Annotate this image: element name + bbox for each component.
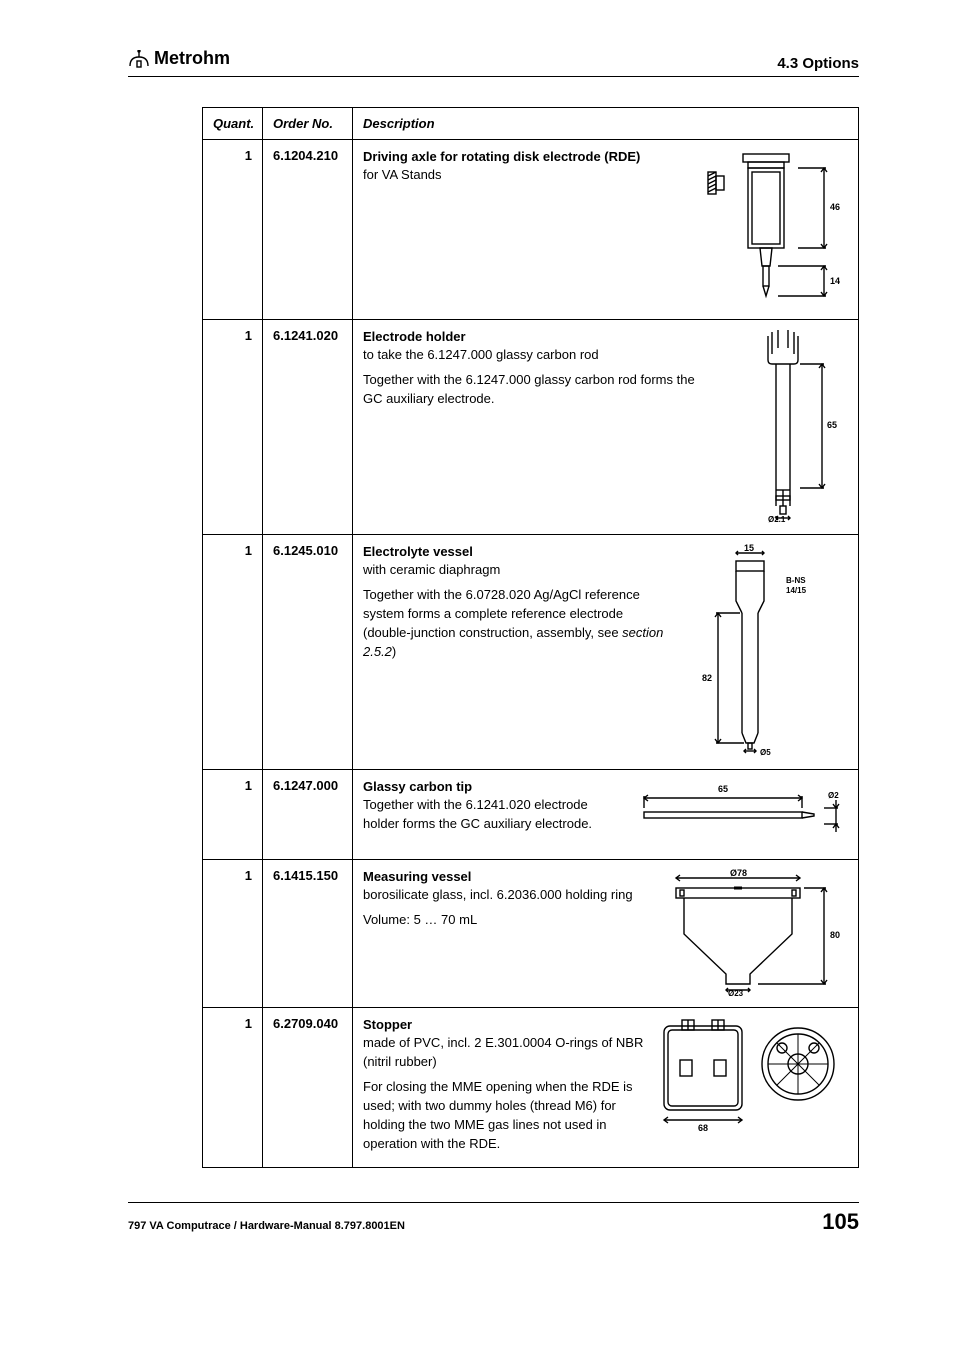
cell-quant: 1 xyxy=(203,534,263,769)
page-header: Metrohm 4.3 Options xyxy=(128,48,859,77)
part-title: Measuring vessel xyxy=(363,869,471,884)
svg-text:68: 68 xyxy=(698,1123,708,1133)
cell-order: 6.2709.040 xyxy=(263,1007,353,1168)
part-diagram-icon: 15 B-NS 14/15 82 Ø5 xyxy=(678,543,848,761)
part-diagram-icon: 68 xyxy=(658,1016,848,1137)
svg-text:Ø78: Ø78 xyxy=(730,868,747,878)
cell-order: 6.1415.150 xyxy=(263,859,353,1007)
cell-order: 6.1241.020 xyxy=(263,319,353,534)
svg-text:82: 82 xyxy=(702,673,712,683)
col-order: Order No. xyxy=(263,107,353,139)
desc-text: Driving axle for rotating disk electrode… xyxy=(363,148,664,192)
cell-desc: Glassy carbon tip Together with the 6.124… xyxy=(353,769,859,859)
table-row: 16.1415.150 Measuring vessel borosilicate … xyxy=(203,859,859,1007)
svg-text:15: 15 xyxy=(744,543,754,553)
svg-text:Ø5: Ø5 xyxy=(760,748,771,757)
cell-quant: 1 xyxy=(203,1007,263,1168)
svg-text:46: 46 xyxy=(830,202,840,212)
parts-table: Quant. Order No. Description 16.1204.210… xyxy=(202,107,859,1169)
svg-text:65: 65 xyxy=(718,784,728,794)
table-row: 16.1247.000 Glassy carbon tip Together wit… xyxy=(203,769,859,859)
cell-quant: 1 xyxy=(203,319,263,534)
cell-quant: 1 xyxy=(203,769,263,859)
part-title: Stopper xyxy=(363,1017,412,1032)
part-diagram-icon: 46 14 xyxy=(678,148,848,311)
part-title: Electrolyte vessel xyxy=(363,544,473,559)
part-body1: Together with the 6.1241.020 electrode h… xyxy=(363,797,592,831)
page-footer: 797 VA Computrace / Hardware-Manual 8.79… xyxy=(128,1202,859,1235)
table-row: 16.1241.020 Electrode holder to take the 6… xyxy=(203,319,859,534)
cell-desc: Measuring vessel borosilicate glass, incl… xyxy=(353,859,859,1007)
svg-text:65: 65 xyxy=(827,420,837,430)
part-body2: Together with the 6.0728.020 Ag/AgCl ref… xyxy=(363,586,664,661)
desc-text: Glassy carbon tip Together with the 6.124… xyxy=(363,778,624,841)
part-body1: with ceramic diaphragm xyxy=(363,562,500,577)
part-diagram-icon: Ø78 80 Ø23 xyxy=(658,868,848,999)
part-title: Driving axle for rotating disk electrode… xyxy=(363,149,640,164)
part-diagram-icon: 65 Ø2 xyxy=(638,778,848,851)
col-quant: Quant. xyxy=(203,107,263,139)
svg-text:Ø2: Ø2 xyxy=(828,791,839,800)
part-diagram-icon: 65 Ø2.1 xyxy=(728,328,848,526)
part-body1: to take the 6.1247.000 glassy carbon rod xyxy=(363,347,599,362)
logo-text: Metrohm xyxy=(154,48,230,69)
cell-order: 6.1204.210 xyxy=(263,139,353,319)
section-title: 4.3 Options xyxy=(777,55,859,72)
desc-text: Electrolyte vessel with ceramic diaphragm… xyxy=(363,543,664,668)
cell-desc: Electrode holder to take the 6.1247.000 g… xyxy=(353,319,859,534)
cell-quant: 1 xyxy=(203,859,263,1007)
svg-text:Ø23: Ø23 xyxy=(728,989,744,996)
cell-desc: Stopper made of PVC, incl. 2 E.301.0004 O… xyxy=(353,1007,859,1168)
svg-text:14/15: 14/15 xyxy=(786,586,807,595)
svg-text:80: 80 xyxy=(830,930,840,940)
footer-doc-id: 797 VA Computrace / Hardware-Manual 8.79… xyxy=(128,1220,405,1232)
table-row: 16.1204.210 Driving axle for rotating dis… xyxy=(203,139,859,319)
cell-quant: 1 xyxy=(203,139,263,319)
part-body2: Together with the 6.1247.000 glassy carb… xyxy=(363,371,714,409)
svg-text:Ø2.1: Ø2.1 xyxy=(768,515,786,523)
logo: Metrohm xyxy=(128,48,230,69)
part-title: Glassy carbon tip xyxy=(363,779,472,794)
svg-text:B-NS: B-NS xyxy=(786,576,806,585)
page-number: 105 xyxy=(822,1209,859,1235)
cell-desc: Driving axle for rotating disk electrode… xyxy=(353,139,859,319)
part-body2: For closing the MME opening when the RDE… xyxy=(363,1078,644,1153)
part-body1: for VA Stands xyxy=(363,167,442,182)
col-desc: Description xyxy=(353,107,859,139)
svg-text:14: 14 xyxy=(830,276,840,286)
desc-text: Stopper made of PVC, incl. 2 E.301.0004 O… xyxy=(363,1016,644,1160)
part-title: Electrode holder xyxy=(363,329,466,344)
part-body2: Volume: 5 … 70 mL xyxy=(363,911,644,930)
cell-desc: Electrolyte vessel with ceramic diaphragm… xyxy=(353,534,859,769)
cell-order: 6.1247.000 xyxy=(263,769,353,859)
desc-text: Electrode holder to take the 6.1247.000 g… xyxy=(363,328,714,415)
desc-text: Measuring vessel borosilicate glass, incl… xyxy=(363,868,644,937)
table-row: 16.2709.040 Stopper made of PVC, incl. 2 E… xyxy=(203,1007,859,1168)
table-row: 16.1245.010 Electrolyte vessel with cerami… xyxy=(203,534,859,769)
part-body1: borosilicate glass, incl. 6.2036.000 hol… xyxy=(363,887,633,902)
part-body1: made of PVC, incl. 2 E.301.0004 O-rings … xyxy=(363,1035,643,1069)
cell-order: 6.1245.010 xyxy=(263,534,353,769)
